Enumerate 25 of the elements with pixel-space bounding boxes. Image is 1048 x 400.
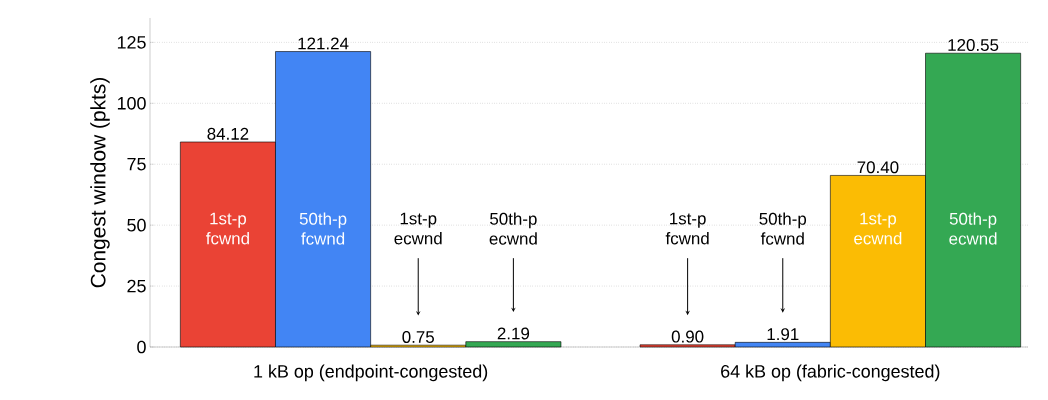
text: 1st-p ecwnd <box>394 212 442 245</box>
data-label: 1.91 <box>767 328 799 341</box>
y-axis-title: Congest window (pkts) <box>90 78 110 288</box>
text: 50th-p ecwnd <box>489 212 537 245</box>
data-label: 0.90 <box>671 330 704 343</box>
series-label: 1st-p fcwnd <box>206 212 249 245</box>
series-label: 1st-p ecwnd <box>854 212 902 245</box>
data-label: 121.24 <box>298 37 349 50</box>
text: 1st-p fcwnd <box>665 212 709 245</box>
series-label: 50th-p fcwnd <box>299 212 347 245</box>
data-label: 120.55 <box>948 39 999 52</box>
data-label: 70.40 <box>857 161 899 174</box>
text: 50th-p fcwnd <box>759 212 807 245</box>
x-tick-label: 64 kB op (fabric-congested) <box>721 364 940 382</box>
x-tick-label: 1 kB op (endpoint-congested) <box>254 364 488 382</box>
y-tick-label: 75 <box>127 157 146 171</box>
y-tick-label: 50 <box>127 218 146 232</box>
y-tick-label: 100 <box>117 96 146 110</box>
data-label: 0.75 <box>402 330 434 343</box>
series-label: 50th-p ecwnd <box>949 212 997 245</box>
data-label: 84.12 <box>207 127 249 140</box>
data-label: 2.19 <box>497 327 530 340</box>
y-tick-label: 25 <box>127 279 146 293</box>
y-tick-label: 0 <box>137 340 146 354</box>
y-tick-label: 125 <box>117 36 146 49</box>
